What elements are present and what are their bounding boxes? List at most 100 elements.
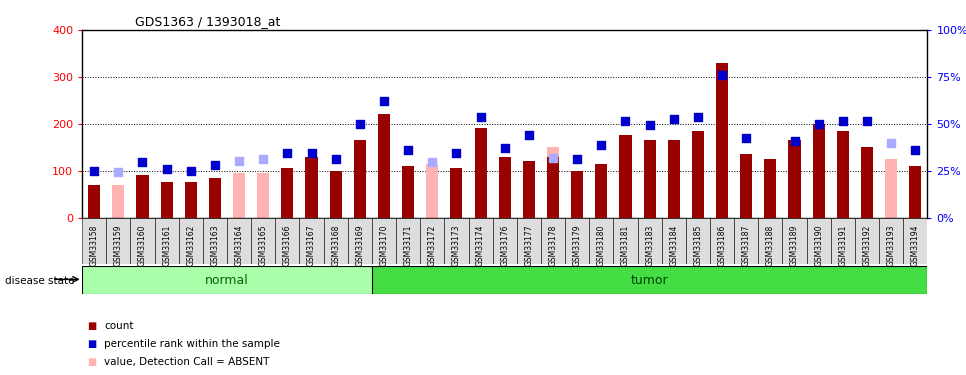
Bar (299, 217, 324, 264)
Text: GSM33184: GSM33184 (669, 225, 678, 266)
Text: GSM33179: GSM33179 (573, 225, 582, 266)
Text: GSM33160: GSM33160 (138, 225, 147, 266)
Bar (547, 147, 559, 218)
Bar (474, 128, 487, 217)
Point (328, 156, 344, 162)
Text: GSM33180: GSM33180 (597, 225, 606, 266)
Bar (662, 217, 686, 264)
Bar (909, 166, 922, 218)
Text: GSM33171: GSM33171 (404, 225, 412, 266)
Text: GSM33168: GSM33168 (331, 225, 340, 266)
Bar (686, 217, 710, 264)
Text: ■: ■ (87, 357, 97, 367)
Point (570, 156, 585, 162)
Text: GSM33165: GSM33165 (259, 225, 268, 266)
Bar (565, 217, 589, 264)
Bar (595, 164, 608, 218)
Text: GSM33173: GSM33173 (452, 225, 461, 266)
Point (158, 166, 175, 172)
Bar (758, 217, 782, 264)
Bar (903, 217, 927, 264)
Point (715, 72, 730, 78)
Text: GSM33188: GSM33188 (766, 225, 775, 266)
Text: GSM33161: GSM33161 (162, 225, 171, 266)
Text: GSM33176: GSM33176 (500, 225, 509, 266)
Text: GSM33163: GSM33163 (211, 225, 219, 266)
Bar (354, 140, 366, 218)
Bar (402, 166, 414, 218)
Text: GSM33158: GSM33158 (90, 225, 99, 266)
Text: GSM33174: GSM33174 (476, 225, 485, 266)
Text: ■: ■ (87, 339, 97, 349)
Point (739, 135, 754, 141)
Bar (420, 217, 444, 264)
Bar (692, 131, 704, 218)
Point (546, 154, 561, 160)
Bar (638, 217, 662, 264)
Bar (855, 217, 879, 264)
Point (304, 150, 320, 156)
Bar (541, 217, 565, 264)
Text: count: count (104, 321, 134, 331)
Point (787, 138, 803, 144)
Bar (782, 217, 807, 264)
Point (353, 121, 368, 127)
Bar (879, 217, 903, 264)
Text: GSM33187: GSM33187 (742, 225, 751, 266)
Bar (734, 217, 758, 264)
Point (497, 145, 513, 151)
Point (641, 122, 657, 128)
Bar (861, 147, 873, 218)
Bar (619, 135, 632, 218)
Text: GSM33190: GSM33190 (814, 225, 823, 266)
Bar (807, 217, 831, 264)
Point (425, 159, 440, 165)
Text: GSM33166: GSM33166 (283, 225, 292, 266)
Bar (203, 217, 227, 264)
Bar (547, 157, 559, 218)
Bar (281, 168, 294, 217)
Point (87, 168, 102, 174)
Point (522, 132, 537, 138)
Bar (378, 114, 390, 218)
Bar (396, 217, 420, 264)
Point (473, 114, 489, 120)
Text: GSM33192: GSM33192 (863, 225, 871, 266)
Bar (155, 217, 179, 264)
Bar (130, 217, 155, 264)
Bar (498, 157, 511, 218)
Point (667, 116, 682, 122)
Bar (643, 140, 656, 218)
Text: GSM33167: GSM33167 (307, 225, 316, 266)
Point (280, 150, 296, 156)
Bar (571, 171, 583, 217)
Bar (517, 217, 541, 264)
Bar (233, 173, 245, 217)
Bar (710, 217, 734, 264)
Text: GSM33162: GSM33162 (186, 225, 195, 266)
Text: GSM33159: GSM33159 (114, 225, 123, 266)
Bar (257, 173, 270, 217)
Bar (88, 185, 100, 218)
Bar (469, 217, 493, 264)
Bar (450, 168, 463, 217)
Bar (523, 161, 535, 218)
Bar (275, 217, 299, 264)
Text: GSM33177: GSM33177 (525, 225, 533, 266)
Bar (493, 217, 517, 264)
Point (255, 156, 270, 162)
Text: GSM33170: GSM33170 (380, 225, 388, 266)
Bar (716, 63, 728, 217)
Text: value, Detection Call = ABSENT: value, Detection Call = ABSENT (104, 357, 270, 367)
Bar (251, 217, 275, 264)
Point (690, 114, 705, 120)
Bar (444, 217, 469, 264)
Point (208, 162, 223, 168)
Point (111, 169, 126, 175)
Bar (613, 217, 638, 264)
Point (860, 118, 875, 124)
Point (135, 159, 151, 165)
Bar (209, 178, 221, 218)
Text: GSM33178: GSM33178 (549, 225, 557, 266)
Bar (348, 217, 372, 264)
